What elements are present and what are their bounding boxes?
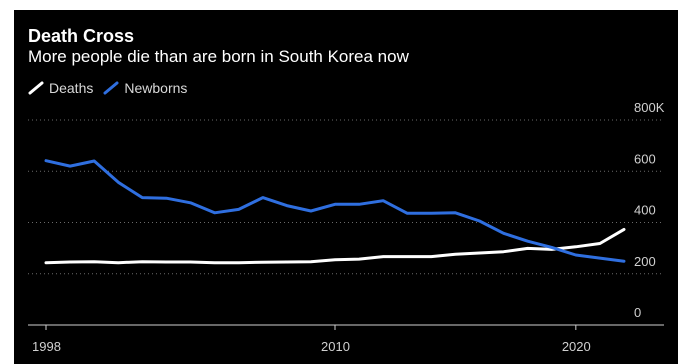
legend-item-newborns: Newborns [103,80,187,96]
legend-label-deaths: Deaths [49,80,94,96]
chart-subtitle: More people die than are born in South K… [28,47,409,66]
x-tick-label-2020: 2020 [562,339,591,354]
legend-swatch-newborns [103,81,119,95]
series-line-deaths [44,227,626,265]
chart-panel: Death Cross More people die than are bor… [14,10,678,364]
x-tick-label-2010: 2010 [321,339,350,354]
y-tick-label-800: 800K [634,100,665,115]
series-line-newborns [44,159,626,263]
y-tick-label-400: 400 [634,203,656,218]
y-tick-label-200: 200 [634,254,656,269]
legend-swatch-deaths [28,81,44,95]
legend: Deaths Newborns [28,79,197,97]
legend-label-newborns: Newborns [124,80,188,96]
x-tick-label-1998: 1998 [32,339,61,354]
line-chart: 0 200 400 600 800K 1998 2010 2020 [28,100,665,354]
legend-item-deaths: Deaths [28,80,93,96]
y-tick-label-600: 600 [634,151,656,166]
y-tick-label-0: 0 [634,305,641,320]
chart-title: Death Cross [28,26,135,46]
